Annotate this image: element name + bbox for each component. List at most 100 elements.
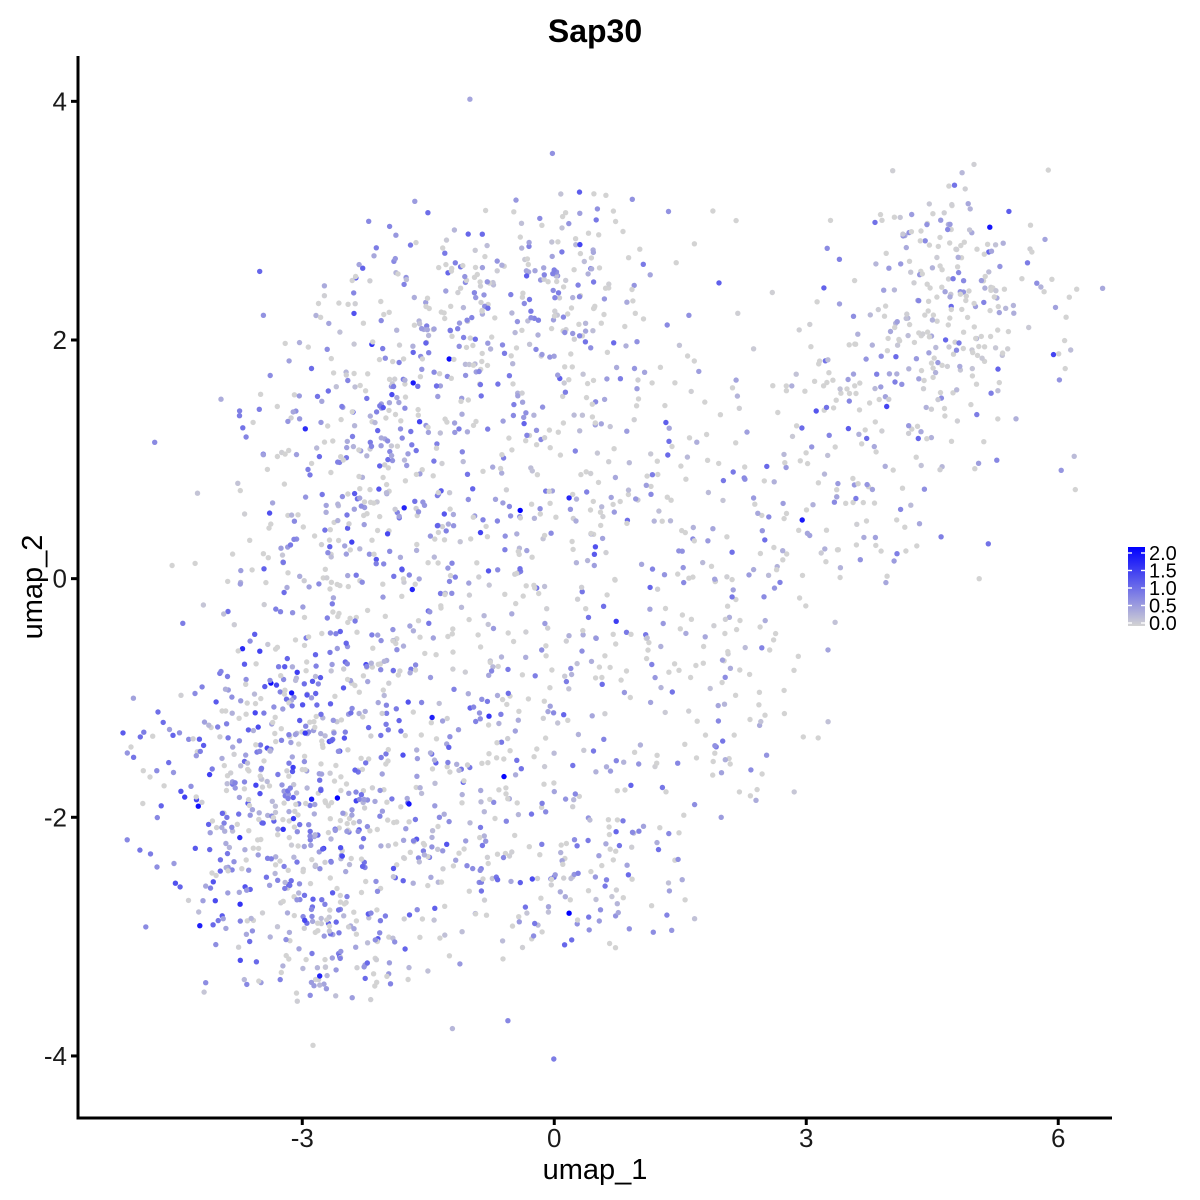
- cell-point: [293, 801, 299, 808]
- cell-point: [315, 920, 321, 926]
- cell-point: [658, 643, 664, 650]
- cell-point: [328, 859, 334, 865]
- cell-point: [373, 556, 379, 563]
- cell-point: [863, 518, 870, 524]
- cell-point: [375, 427, 381, 434]
- cell-point: [566, 910, 572, 916]
- cell-point: [140, 800, 146, 807]
- cell-point: [277, 689, 283, 695]
- cell-point: [221, 611, 227, 617]
- cell-point: [576, 793, 582, 800]
- cell-point: [634, 339, 640, 345]
- cell-point: [626, 926, 632, 932]
- cell-point: [302, 767, 308, 773]
- cell-point: [313, 663, 319, 669]
- cell-point: [333, 919, 339, 925]
- cell-point: [338, 948, 344, 955]
- cell-point: [319, 630, 325, 637]
- cell-point: [352, 767, 358, 773]
- cell-point: [519, 390, 525, 396]
- cell-point: [280, 559, 286, 565]
- cell-point: [368, 733, 374, 739]
- cell-point: [579, 412, 586, 418]
- cell-point: [377, 787, 383, 794]
- cell-point: [499, 452, 505, 458]
- cell-point: [328, 836, 334, 842]
- cell-point: [954, 264, 961, 270]
- cell-point: [253, 661, 259, 667]
- cell-point: [382, 913, 389, 919]
- cell-point: [282, 451, 288, 457]
- cell-point: [780, 548, 786, 554]
- cell-point: [966, 288, 972, 294]
- cell-point: [974, 411, 980, 418]
- cell-point: [1071, 453, 1077, 459]
- cell-point: [289, 664, 296, 670]
- cell-point: [261, 601, 267, 608]
- cell-point: [958, 242, 964, 249]
- cell-point: [871, 500, 878, 506]
- cell-point: [358, 889, 365, 896]
- cell-point: [409, 586, 415, 593]
- cell-point: [392, 255, 398, 262]
- cell-point: [400, 643, 407, 649]
- cell-point: [290, 815, 297, 822]
- cell-point: [456, 767, 462, 774]
- cell-point: [215, 724, 221, 730]
- cell-point: [506, 853, 513, 859]
- cell-point: [369, 537, 375, 543]
- cell-point: [729, 549, 735, 555]
- cell-point: [547, 354, 553, 360]
- cell-point: [484, 242, 490, 249]
- cell-point: [930, 312, 937, 318]
- cell-point: [541, 781, 547, 787]
- cell-point: [307, 719, 313, 725]
- cell-point: [291, 518, 298, 524]
- cell-point: [130, 754, 137, 760]
- cell-point: [443, 528, 449, 534]
- cell-point: [671, 661, 678, 667]
- cell-point: [583, 394, 590, 401]
- cell-point: [316, 581, 322, 587]
- cell-point: [196, 909, 202, 915]
- cell-point: [281, 800, 287, 806]
- cell-point: [541, 276, 547, 282]
- cell-point: [362, 708, 368, 715]
- cell-point: [804, 460, 811, 467]
- cell-point: [568, 665, 574, 672]
- cell-point: [351, 290, 357, 296]
- cell-point: [452, 574, 458, 580]
- cell-point: [337, 329, 343, 335]
- cell-point: [478, 787, 484, 794]
- cell-point: [292, 677, 299, 684]
- cell-point: [341, 913, 347, 919]
- cell-point: [374, 907, 380, 913]
- cell-point: [318, 771, 325, 777]
- cell-point: [654, 458, 660, 464]
- cell-point: [534, 875, 541, 882]
- cell-point: [386, 407, 392, 414]
- cell-point: [369, 632, 375, 638]
- cell-point: [502, 547, 508, 553]
- cell-point: [316, 453, 323, 460]
- cell-point: [612, 474, 619, 481]
- cell-point: [209, 818, 216, 824]
- cell-point: [197, 923, 203, 929]
- cell-point: [392, 939, 398, 945]
- cell-point: [924, 281, 930, 287]
- cell-point: [537, 215, 543, 222]
- cell-point: [494, 851, 501, 857]
- cell-point: [894, 371, 900, 377]
- cell-point: [357, 486, 363, 492]
- cell-point: [459, 449, 465, 455]
- cell-point: [855, 481, 861, 487]
- cell-point: [377, 513, 383, 520]
- cell-point: [417, 785, 423, 791]
- cell-point: [966, 227, 973, 233]
- cell-point: [466, 616, 472, 623]
- cell-point: [631, 282, 637, 289]
- cell-point: [968, 401, 974, 408]
- cell-point: [516, 919, 522, 925]
- cell-point: [337, 582, 343, 589]
- cell-point: [514, 757, 520, 763]
